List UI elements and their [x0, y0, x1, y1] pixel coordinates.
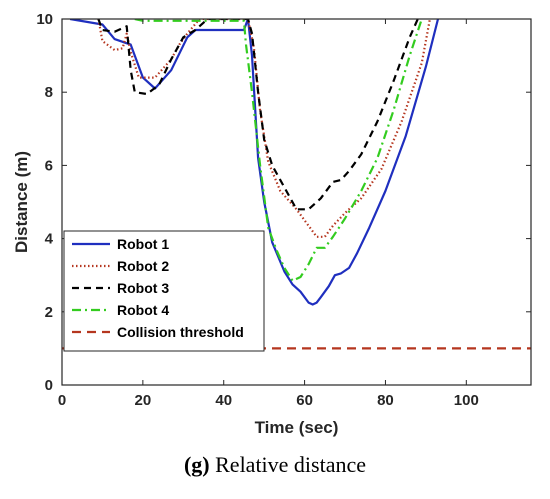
- legend: Robot 1 Robot 2 Robot 3 Robot 4 Collision th…: [63, 230, 265, 352]
- y-tick-label: 8: [45, 84, 53, 101]
- x-tick-label: 60: [296, 392, 313, 409]
- y-axis-label: Distance (m): [12, 151, 31, 253]
- y-tick-label: 4: [45, 231, 54, 248]
- legend-box: [63, 230, 265, 352]
- x-tick-label: 100: [454, 392, 479, 409]
- x-tick-label: 80: [377, 392, 394, 409]
- series-line-3: [97, 19, 419, 211]
- series-line-1: [69, 19, 440, 306]
- legend-label-5: Collision threshold: [117, 324, 244, 340]
- y-tick-label: 0: [45, 377, 53, 394]
- axes-box: [61, 18, 532, 386]
- legend-label-3: Robot 3: [117, 280, 169, 296]
- caption-tag: (g): [183, 452, 210, 477]
- legend-label-1: Robot 1: [117, 236, 169, 252]
- legend-label-2: Robot 2: [117, 258, 169, 274]
- caption-text: Relative distance: [215, 452, 367, 477]
- legend-label-4: Robot 4: [117, 302, 169, 318]
- y-tick-label: 6: [45, 157, 53, 174]
- x-tick-label: 0: [58, 392, 66, 409]
- x-tick-label: 20: [135, 392, 152, 409]
- y-tick-label: 2: [45, 304, 53, 321]
- x-tick-label: 40: [215, 392, 232, 409]
- series-line-4: [134, 19, 423, 282]
- axis-ticks: 0 20 40 60 80 100 0 2 4 6 8 10: [36, 11, 531, 409]
- y-tick-label: 10: [36, 11, 53, 28]
- figure-caption: (g) Relative distance: [0, 452, 550, 478]
- x-axis-label: Time (sec): [255, 418, 339, 437]
